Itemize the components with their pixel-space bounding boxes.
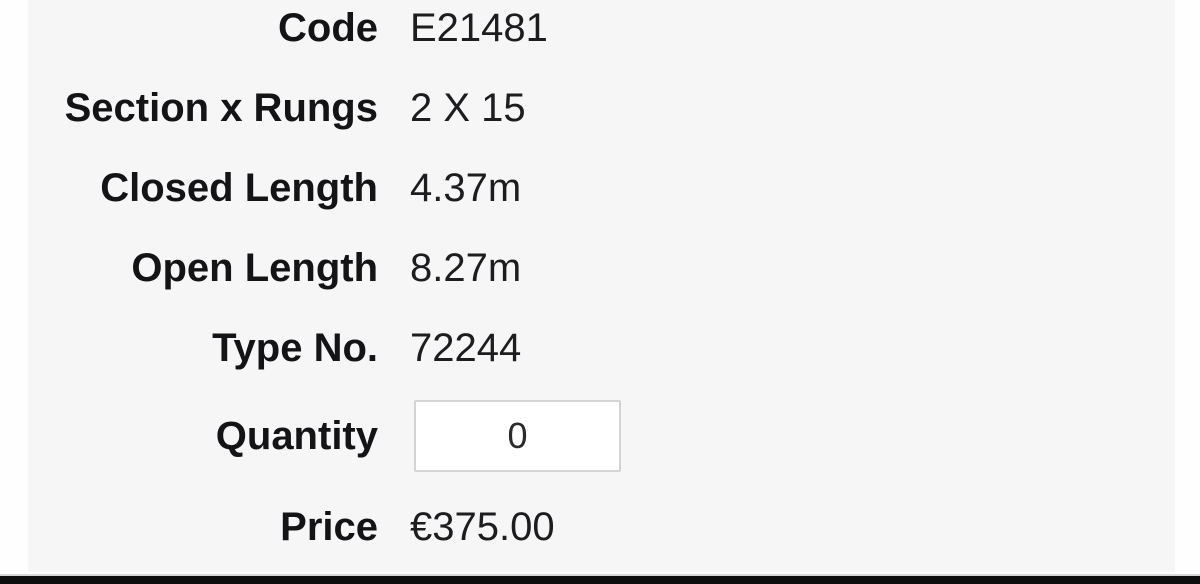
section-rungs-value: 2 X 15 xyxy=(410,85,526,130)
right-margin-strip xyxy=(1175,0,1200,572)
spec-row-closed-length: Closed Length 4.37m xyxy=(28,148,1175,228)
spec-row-price: Price €375.00 xyxy=(28,484,1175,570)
closed-length-value: 4.37m xyxy=(410,165,522,210)
spec-row-type-no: Type No. 72244 xyxy=(28,308,1175,388)
open-length-label: Open Length xyxy=(131,245,378,290)
open-length-value: 8.27m xyxy=(410,245,522,290)
type-no-value: 72244 xyxy=(410,325,522,370)
spec-row-section-rungs: Section x Rungs 2 X 15 xyxy=(28,68,1175,148)
quantity-label: Quantity xyxy=(215,413,378,458)
code-value: E21481 xyxy=(410,5,548,50)
price-label: Price xyxy=(280,504,378,549)
spec-row-code: Code E21481 xyxy=(28,0,1175,68)
price-value: €375.00 xyxy=(410,504,555,549)
quantity-input[interactable] xyxy=(414,400,621,472)
spec-table: Code E21481 Section x Rungs 2 X 15 Close… xyxy=(28,0,1175,570)
left-margin-strip xyxy=(0,0,28,572)
type-no-label: Type No. xyxy=(212,325,378,370)
spec-row-open-length: Open Length 8.27m xyxy=(28,228,1175,308)
section-rungs-label: Section x Rungs xyxy=(64,85,378,130)
code-label: Code xyxy=(278,5,378,50)
closed-length-label: Closed Length xyxy=(100,165,378,210)
product-spec-panel: Code E21481 Section x Rungs 2 X 15 Close… xyxy=(28,0,1175,572)
spec-row-quantity: Quantity xyxy=(28,388,1175,484)
bottom-bar xyxy=(0,574,1200,584)
